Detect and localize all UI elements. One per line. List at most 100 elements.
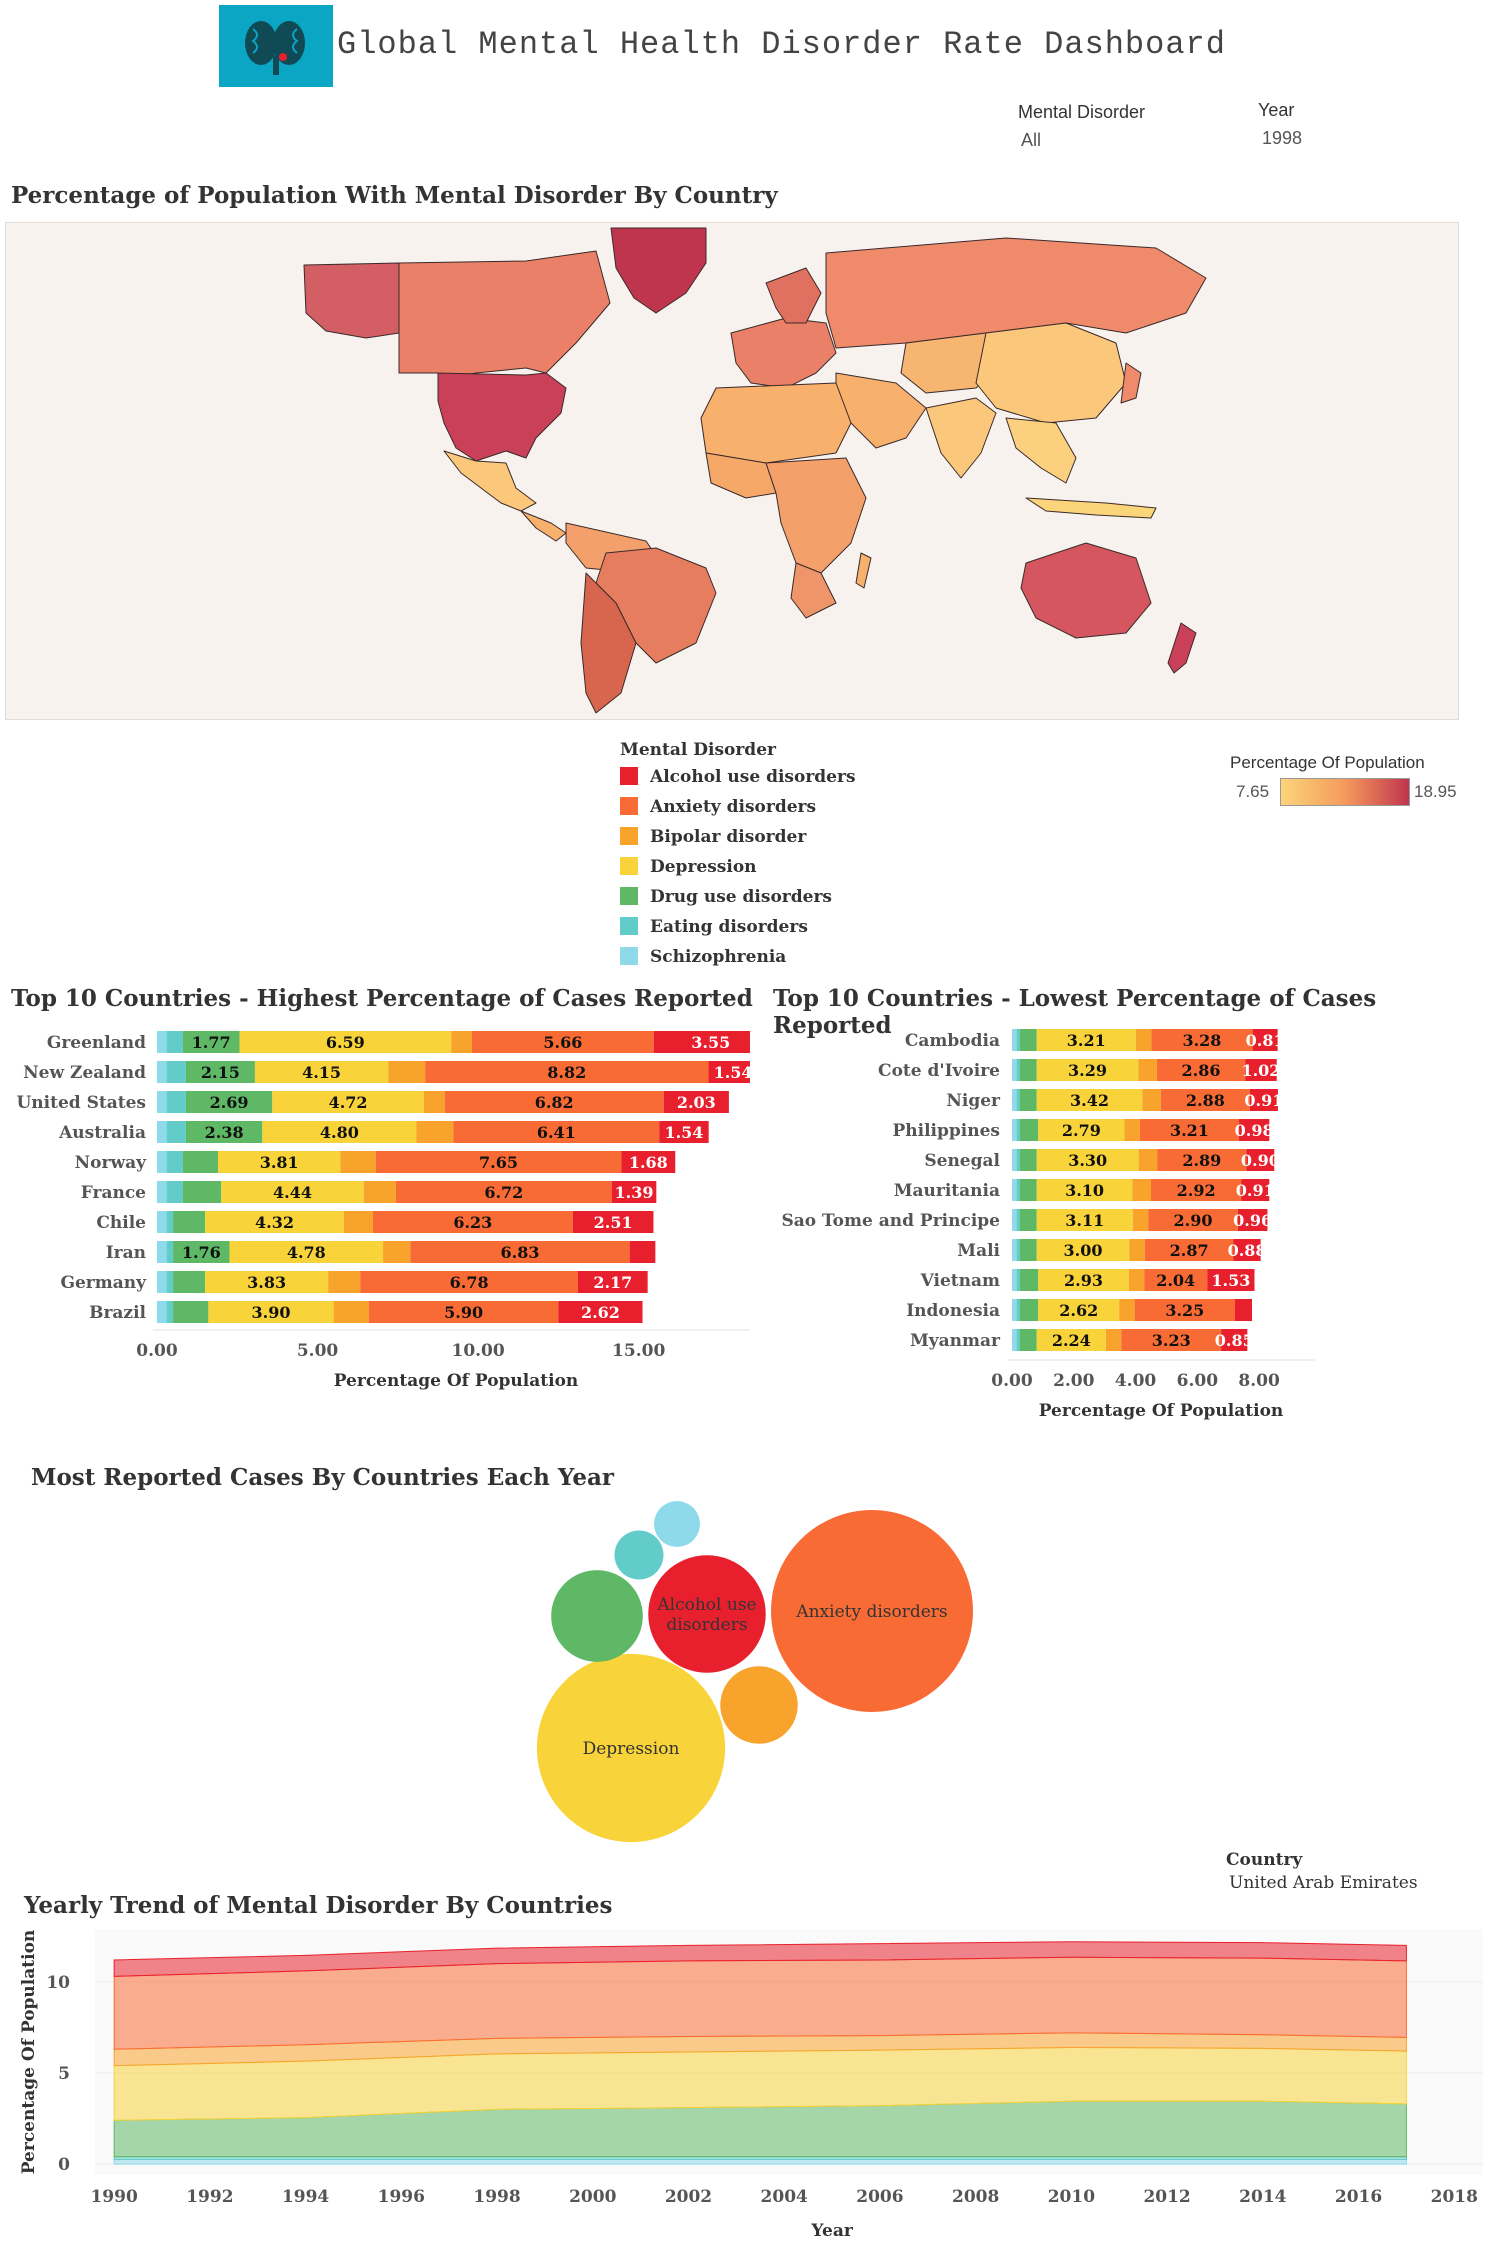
bar-segment-eating-disorders — [1016, 1269, 1020, 1291]
x-tick-label: 5.00 — [297, 1341, 339, 1361]
legend-item-depression[interactable]: Depression — [620, 852, 856, 882]
legend-item-schizophrenia[interactable]: Schizophrenia — [620, 942, 856, 972]
bar-segment-depression — [1036, 1209, 1133, 1231]
bar-segment-bipolar-disorder — [1132, 1209, 1149, 1231]
area-chart-title: Yearly Trend of Mental Disorder By Count… — [24, 1892, 613, 1919]
bar-value-label: 5.66 — [543, 1033, 582, 1052]
bar-segment-eating-disorders — [1016, 1029, 1020, 1051]
bar-value-label: 2.90 — [1174, 1211, 1213, 1230]
legend-item-eating-disorders[interactable]: Eating disorders — [620, 912, 856, 942]
bar-segment-alcohol-use-disorders — [1235, 1299, 1253, 1321]
legend-item-anxiety-disorders[interactable]: Anxiety disorders — [620, 792, 856, 822]
legend-swatch — [620, 887, 638, 905]
bar-segment-bipolar-disorder — [1124, 1119, 1140, 1141]
bar-segment-drug-use-disorders — [173, 1301, 209, 1323]
area-chart[interactable]: 0 5 10 1990 1992 1994 1996 1998 2000 2002 2004 2006… — [0, 1920, 1499, 2240]
bubble-schizophrenia — [654, 1501, 700, 1547]
bar-segment-schizophrenia — [157, 1301, 167, 1323]
bar-segment-depression — [254, 1061, 389, 1083]
bar-segment-anxiety-disorders — [360, 1271, 578, 1293]
bar-segment-bipolar-disorder — [343, 1211, 373, 1233]
bar-segment-eating-disorders — [166, 1031, 183, 1053]
bar-segment-drug-use-disorders — [173, 1241, 230, 1263]
bar-segment-depression — [1038, 1119, 1125, 1141]
year-filter-dropdown[interactable]: 1998 — [1262, 128, 1303, 148]
bar-segment-anxiety-disorders — [1148, 1209, 1238, 1231]
bar-segment-alcohol-use-disorders — [1233, 1239, 1261, 1261]
highest-bar-chart[interactable]: Greenland 1.77 6.59 5.66 3.55 New Zealand 2.15… — [0, 1020, 750, 1400]
bar-value-label: 3.28 — [1182, 1031, 1221, 1050]
bubble-drug-use-disorders — [551, 1570, 643, 1662]
bubble-label: Depression — [583, 1739, 680, 1759]
map-title: Percentage of Population With Mental Dis… — [11, 182, 778, 209]
legend-swatch — [620, 947, 638, 965]
bar-segment-depression — [218, 1151, 341, 1173]
disorder-filter-dropdown[interactable]: All — [1021, 130, 1042, 150]
bar-segment-eating-disorders — [1016, 1209, 1020, 1231]
x-tick-label: 4.00 — [1115, 1371, 1157, 1391]
bar-segment-anxiety-disorders — [395, 1181, 612, 1203]
bar-value-label: 2.87 — [1170, 1241, 1209, 1260]
map-country-scandinavia — [765, 267, 822, 324]
bar-value-label: 2.86 — [1182, 1061, 1221, 1080]
legend-label: Schizophrenia — [650, 947, 787, 967]
bar-value-label: 3.42 — [1070, 1091, 1109, 1110]
bar-segment-alcohol-use-disorders — [653, 1031, 750, 1053]
legend-item-drug-use-disorders[interactable]: Drug use disorders — [620, 882, 856, 912]
legend-swatch — [620, 857, 638, 875]
legend-label: Eating disorders — [650, 917, 808, 937]
x-tick-label: 0.00 — [991, 1371, 1033, 1391]
category-label: Senegal — [924, 1151, 1000, 1171]
bar-value-label: 0.91 — [1244, 1091, 1283, 1110]
map-country-central-america — [520, 510, 567, 542]
bar-segment-schizophrenia — [1012, 1209, 1017, 1231]
category-label: Philippines — [893, 1121, 1001, 1141]
bar-value-label: 0.96 — [1233, 1211, 1272, 1230]
y-axis-title: Percentage Of Population — [19, 1930, 39, 2175]
bar-segment-alcohol-use-disorders — [611, 1181, 657, 1203]
bar-value-label: 2.88 — [1186, 1091, 1225, 1110]
bar-segment-eating-disorders — [166, 1211, 174, 1233]
x-tick-label: 1998 — [473, 2187, 520, 2207]
area-alcohol-use-disorders — [113, 1941, 1407, 1977]
bar-value-label: 2.17 — [593, 1273, 632, 1292]
country-filter-label: Country — [1226, 1850, 1303, 1870]
bar-value-label: 3.21 — [1170, 1121, 1209, 1140]
bar-value-label: 4.80 — [320, 1123, 359, 1142]
dashboard-title: Global Mental Health Disorder Rate Dashb… — [337, 26, 1226, 63]
bar-segment-alcohol-use-disorders — [708, 1061, 750, 1083]
bar-segment-alcohol-use-disorders — [1246, 1149, 1275, 1171]
x-axis-title: Percentage Of Population — [1039, 1401, 1284, 1421]
country-filter-dropdown[interactable]: United Arab Emirates — [1229, 1873, 1418, 1893]
map-country-indonesia — [1025, 497, 1157, 519]
bar-value-label: 6.59 — [326, 1033, 365, 1052]
legend-item-alcohol-use-disorders[interactable]: Alcohol use disorders — [620, 762, 856, 792]
bar-segment-depression — [1036, 1239, 1130, 1261]
color-scale-title: Percentage Of Population — [1230, 753, 1425, 772]
bar-segment-bipolar-disorder — [1135, 1029, 1152, 1051]
x-tick-label: 2006 — [856, 2187, 903, 2207]
bar-value-label: 1.77 — [192, 1033, 231, 1052]
bar-segment-eating-disorders — [166, 1301, 174, 1323]
bar-value-label: 3.29 — [1068, 1061, 1107, 1080]
bar-segment-anxiety-disorders — [1156, 1059, 1246, 1081]
bar-value-label: 3.55 — [691, 1033, 730, 1052]
world-map[interactable] — [5, 222, 1459, 720]
legend-label: Depression — [650, 857, 757, 877]
bar-segment-schizophrenia — [1012, 1029, 1017, 1051]
bubble-chart[interactable]: Anxiety disorders Depression Alcohol usedi… — [500, 1500, 1000, 1860]
category-label: Niger — [946, 1091, 1001, 1111]
legend-item-bipolar-disorder[interactable]: Bipolar disorder — [620, 822, 856, 852]
bar-segment-bipolar-disorder — [423, 1091, 445, 1113]
lowest-bar-chart[interactable]: Cambodia 3.21 3.28 0.81 Cote d'Ivoire 3.29 2.8… — [755, 1020, 1499, 1430]
bar-segment-depression — [1036, 1329, 1106, 1351]
bar-segment-bipolar-disorder — [383, 1241, 411, 1263]
map-country-alaska — [303, 262, 400, 339]
bar-segment-schizophrenia — [157, 1181, 167, 1203]
bar-segment-schizophrenia — [157, 1151, 167, 1173]
legend-label: Bipolar disorder — [650, 827, 807, 847]
bar-segment-alcohol-use-disorders — [1207, 1269, 1255, 1291]
bar-value-label: 1.54 — [714, 1063, 750, 1082]
bubble-label: Alcohol use — [656, 1595, 756, 1615]
bar-segment-anxiety-disorders — [1139, 1119, 1240, 1141]
